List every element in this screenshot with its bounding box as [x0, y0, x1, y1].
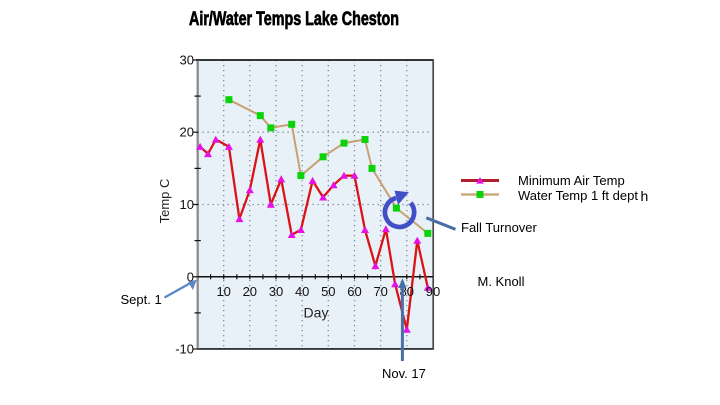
svg-text:10: 10 [216, 284, 230, 299]
svg-text:20: 20 [180, 125, 194, 140]
svg-text:10: 10 [180, 197, 194, 212]
svg-text:50: 50 [321, 284, 335, 299]
svg-text:90: 90 [426, 284, 440, 299]
svg-text:40: 40 [295, 284, 309, 299]
svg-text:30: 30 [269, 284, 283, 299]
svg-text:0: 0 [187, 269, 194, 284]
svg-text:70: 70 [373, 284, 387, 299]
svg-text:Temp C: Temp C [157, 179, 172, 224]
svg-text:30: 30 [180, 53, 194, 68]
svg-text:Day: Day [304, 305, 329, 321]
svg-text:60: 60 [347, 284, 361, 299]
svg-text:-10: -10 [175, 342, 194, 357]
svg-text:20: 20 [243, 284, 257, 299]
